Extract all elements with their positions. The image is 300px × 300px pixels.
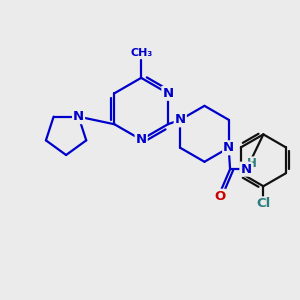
Text: N: N xyxy=(136,133,147,146)
Text: O: O xyxy=(214,190,225,203)
Text: N: N xyxy=(223,141,234,154)
Text: N: N xyxy=(240,163,252,176)
Text: Cl: Cl xyxy=(256,197,271,210)
Text: N: N xyxy=(162,87,173,100)
Text: H: H xyxy=(247,157,257,170)
Text: N: N xyxy=(73,110,84,123)
Text: CH₃: CH₃ xyxy=(130,48,152,58)
Text: N: N xyxy=(175,113,186,126)
